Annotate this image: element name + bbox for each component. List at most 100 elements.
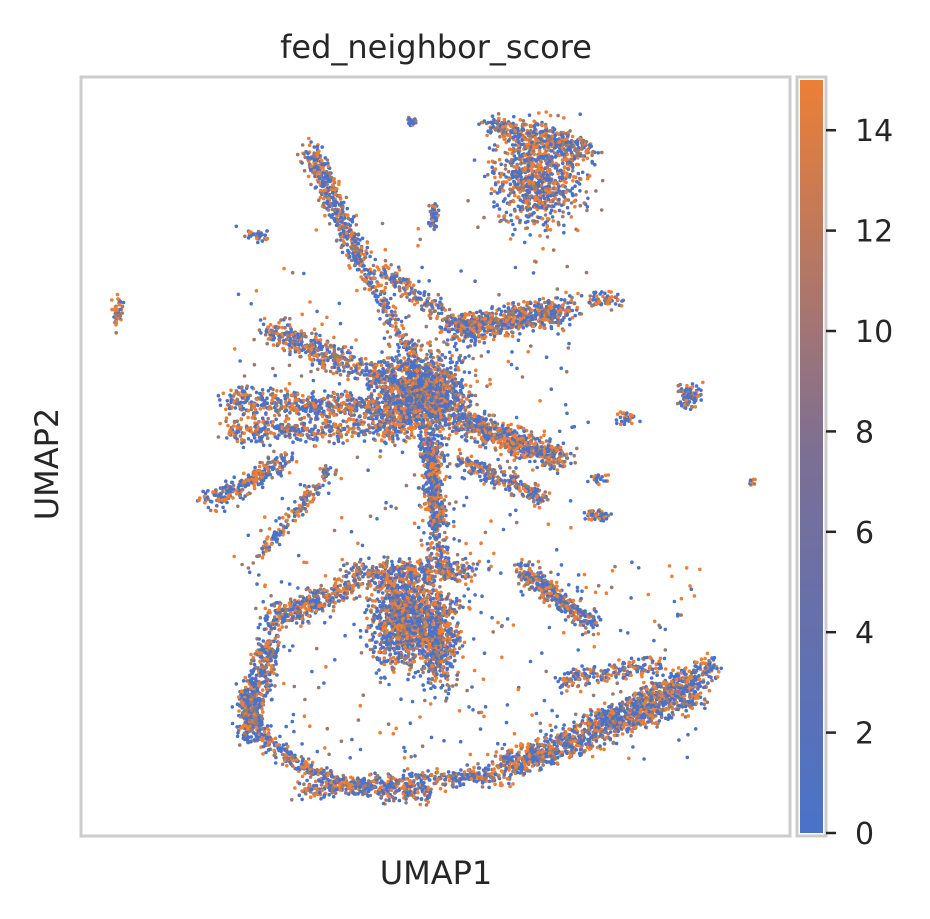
scatter-point [473,373,478,378]
scatter-point [384,427,389,431]
scatter-point [323,213,327,218]
scatter-point [367,274,371,279]
scatter-point [320,414,325,419]
scatter-point [289,327,294,332]
scatter-point [456,368,461,372]
scatter-point [444,394,448,399]
scatter-point [250,416,255,420]
scatter-point [356,261,360,265]
scatter-point [493,167,498,171]
scatter-point [325,182,330,187]
scatter-point [497,214,501,218]
scatter-point [570,153,574,157]
scatter-point [253,425,257,429]
scatter-point [356,433,361,438]
scatter-point [224,407,228,412]
scatter-point [566,167,571,171]
scatter-point [530,174,535,178]
scatter-point [350,237,355,241]
scatter-point [330,190,335,195]
scatter-point [310,331,314,336]
scatter-point [386,405,390,410]
scatter-point [514,185,519,190]
scatter-point [429,349,433,353]
scatter-point [402,344,407,348]
scatter-point [573,204,577,209]
scatter-point [274,417,279,422]
scatter-point [327,423,331,428]
scatter-point [349,366,353,371]
scatter-point [538,137,543,141]
scatter-point [390,324,395,328]
scatter-point [413,358,417,363]
scatter-point [323,389,327,393]
scatter-point [328,179,332,184]
scatter-point [570,134,575,139]
scatter-point [580,154,585,158]
scatter-point [519,161,524,165]
scatter-point [430,391,435,396]
scatter-point [393,306,398,310]
scatter-point [594,189,598,193]
scatter-point [417,394,421,398]
scatter-point [512,114,516,119]
scatter-point [340,250,345,255]
scatter-point [287,401,291,405]
scatter-point [506,169,511,174]
scatter-point [409,399,414,403]
scatter-point [548,113,553,118]
scatter-point [436,393,441,397]
scatter-point [550,172,554,176]
scatter-point [513,129,517,133]
scatter-point [306,395,311,400]
scatter-point [534,159,539,163]
scatter-point [414,410,418,414]
scatter-point [585,205,590,209]
scatter-point [345,362,350,367]
scatter-point [446,453,450,457]
scatter-point [318,333,322,338]
scatter-point [380,388,385,393]
scatter-point [306,155,311,160]
scatter-point [295,424,299,428]
scatter-point [420,343,425,348]
scatter-point [553,196,557,201]
scatter-point [540,142,545,146]
scatter-point [385,415,390,420]
scatter-point [493,128,498,132]
scatter-point [434,361,439,365]
scatter-point [297,343,302,347]
scatter-point [314,332,318,336]
scatter-point [382,301,387,306]
scatter-point [396,349,401,354]
scatter-point [372,372,377,376]
scatter-point [366,395,371,400]
scatter-point [309,417,313,421]
scatter-point [521,193,525,198]
scatter-point [428,422,433,426]
scatter-point [390,362,394,367]
scatter-point [575,179,579,184]
scatter-point [391,398,395,403]
scatter-point [257,464,262,469]
scatter-point [369,271,373,275]
scatter-point [434,387,439,392]
scatter-point [363,432,368,437]
scatter-point [573,184,577,188]
scatter-point [507,177,512,181]
scatter-point [225,436,229,440]
scatter-point [252,436,257,440]
scatter-point [325,414,329,419]
scatter-point [369,250,374,254]
scatter-point [422,373,426,377]
scatter-point [391,313,395,318]
scatter-point [338,193,342,198]
scatter-point [238,404,242,409]
scatter-point [236,423,241,427]
scatter-point [301,393,305,398]
scatter-point [568,172,572,177]
scatter-point [299,399,303,403]
scatter-point [327,213,332,217]
scatter-point [561,210,565,214]
scatter-point [515,215,519,219]
